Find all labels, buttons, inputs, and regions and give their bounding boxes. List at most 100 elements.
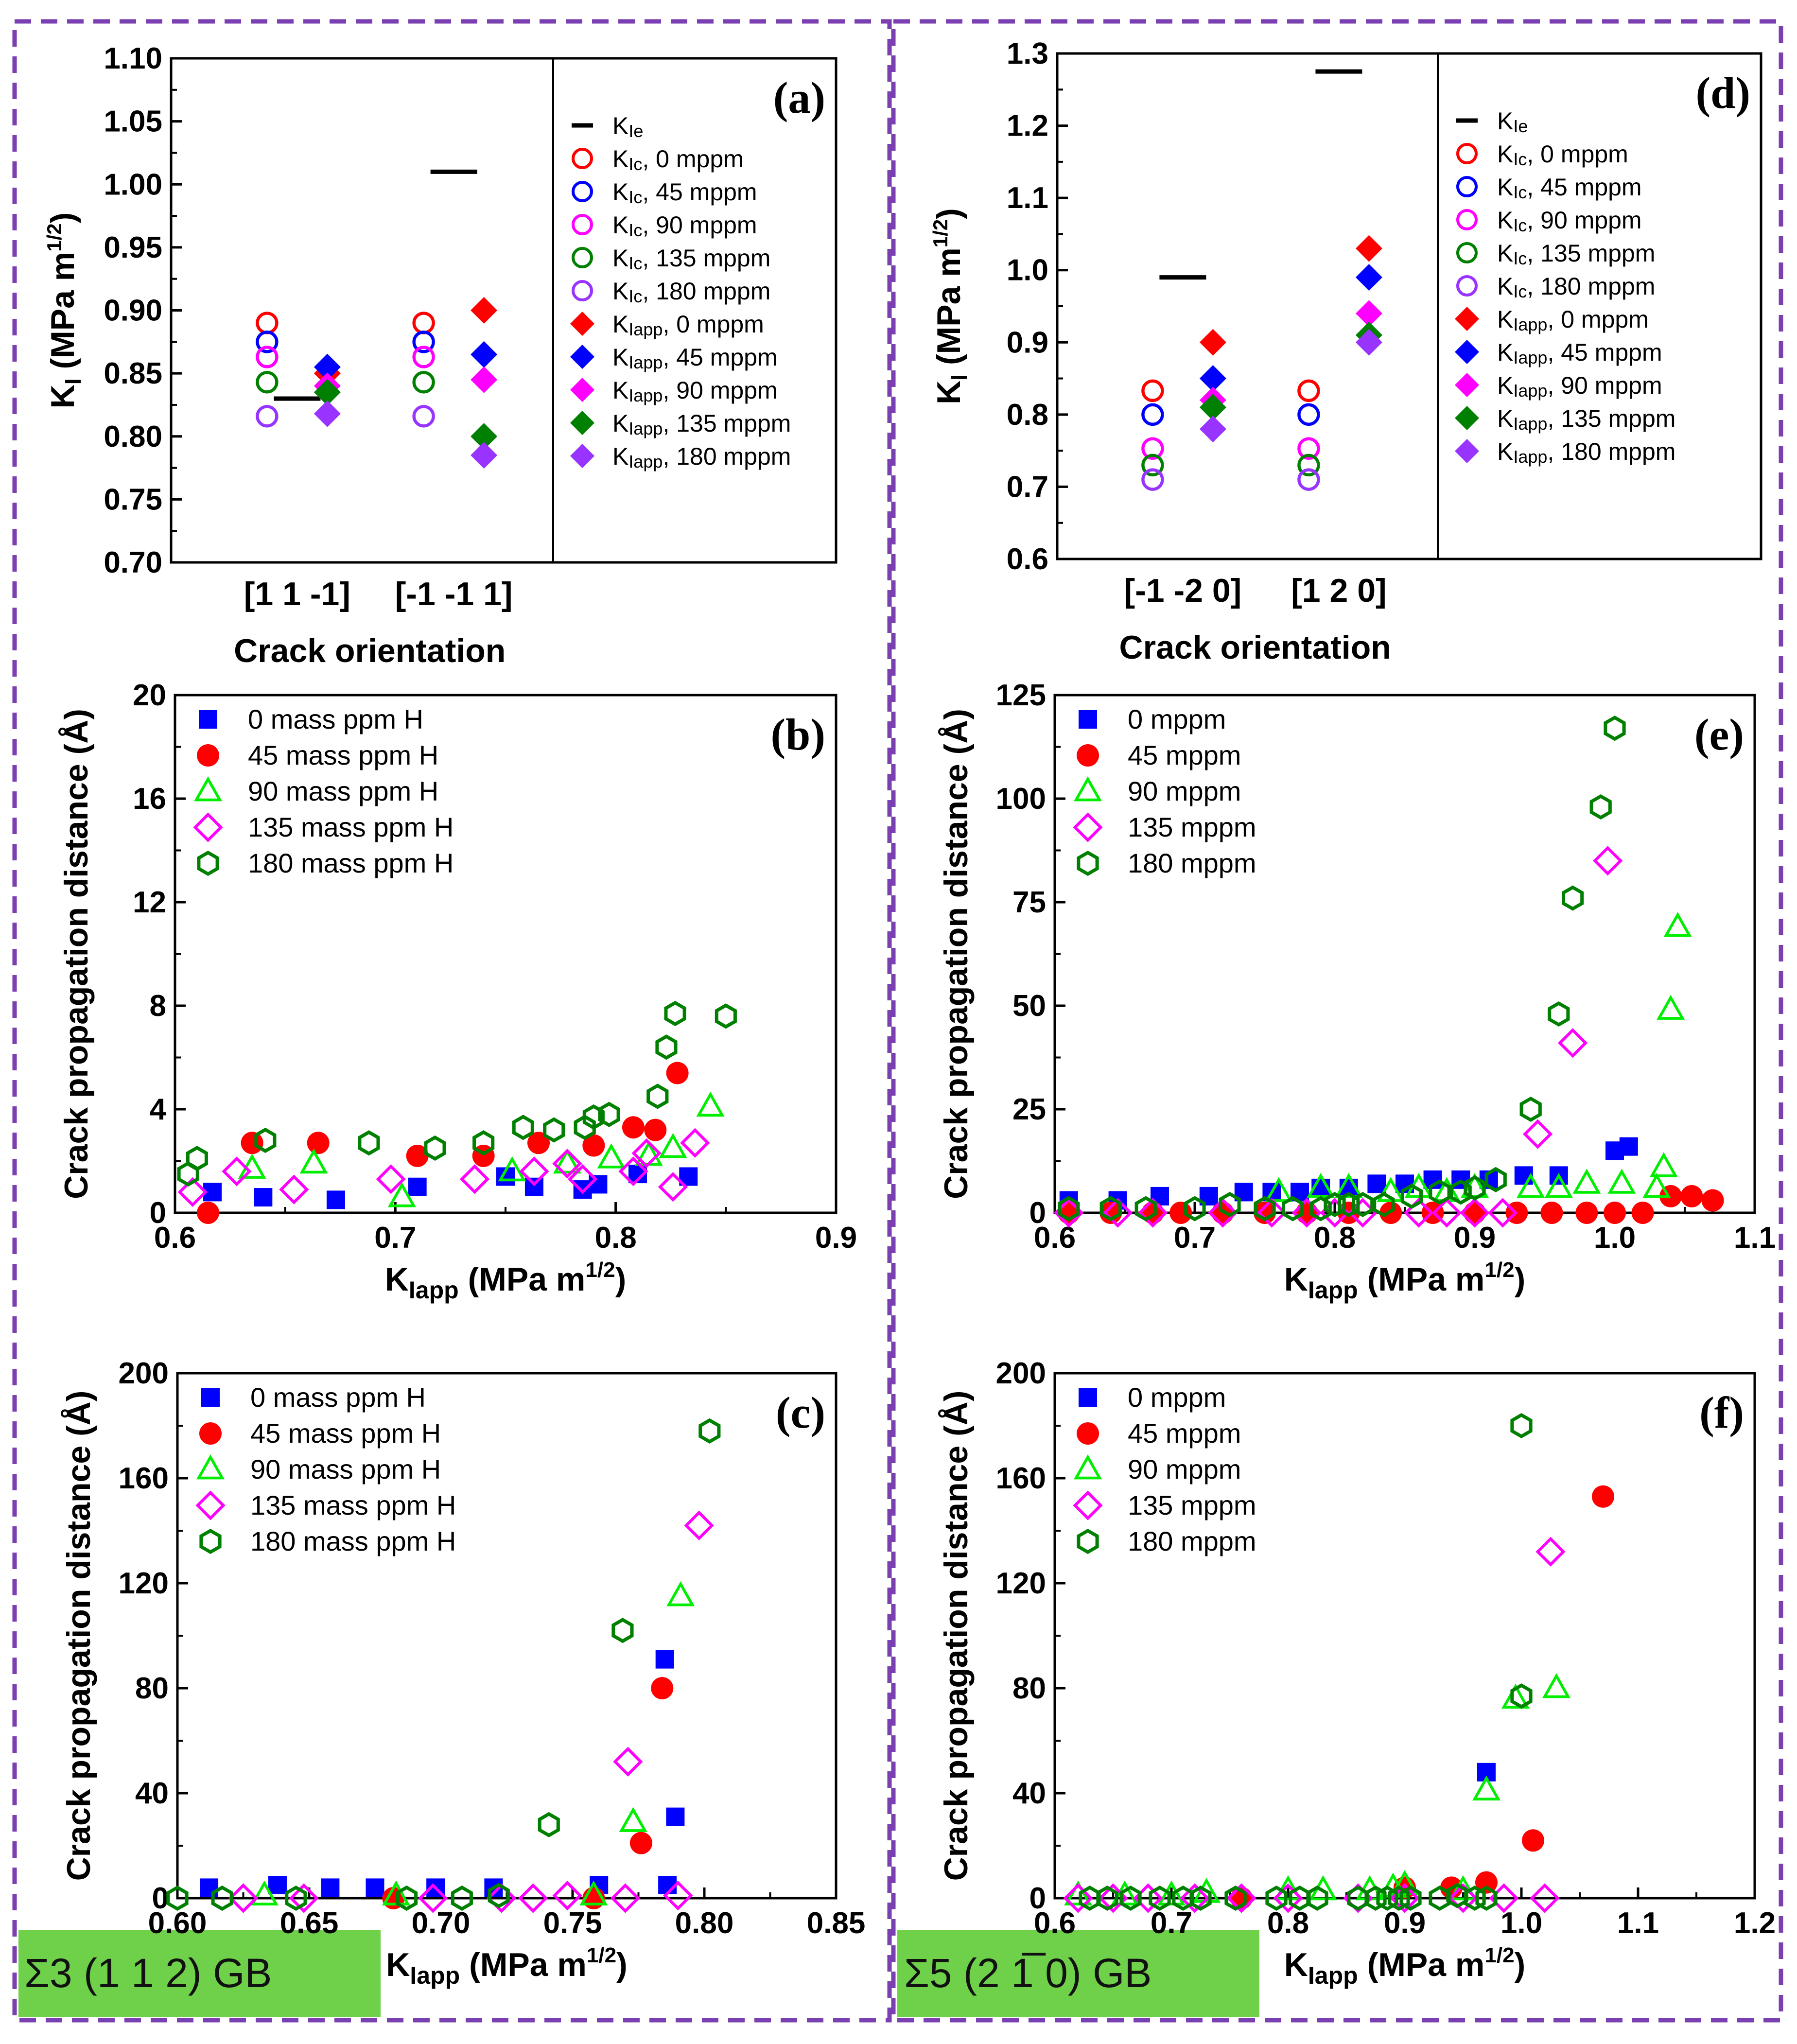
legend-entry: KIe	[612, 112, 643, 141]
y-tick-label: 80	[1012, 1672, 1046, 1705]
y-tick-label: 160	[119, 1462, 169, 1495]
data-point	[321, 1878, 340, 1897]
data-point	[1064, 1880, 1093, 1906]
data-point	[1226, 1883, 1256, 1913]
legend-entry: KIapp, 0 mppm	[612, 311, 764, 339]
data-point	[1544, 1172, 1573, 1198]
legend-marker	[571, 246, 593, 269]
legend-base: K	[1497, 339, 1513, 366]
data-point	[1429, 1179, 1451, 1205]
data-point	[406, 1144, 429, 1167]
x-tick-label: 0.6	[154, 1221, 196, 1255]
y-tick-label: 40	[135, 1777, 169, 1810]
y-tick-label: 0.95	[104, 231, 162, 264]
y-tick-label: 125	[996, 679, 1046, 712]
legend-rest: , 90 mppm	[1527, 207, 1641, 234]
legend-base: K	[1497, 438, 1513, 465]
x-tick-label: 0.6	[1034, 1906, 1076, 1940]
data-point	[680, 1128, 710, 1158]
legend-marker	[570, 444, 594, 468]
legend-rest: , 0 mppm	[642, 145, 743, 173]
category-label: [1 1 -1]	[244, 576, 350, 612]
plot-frame	[1053, 694, 1756, 1214]
y-tick-label: 200	[119, 1357, 169, 1390]
y-tick-label: 20	[133, 679, 166, 712]
data-point	[1169, 1202, 1192, 1224]
data-point	[684, 1510, 714, 1540]
x-tick-label: 1.1	[1734, 1221, 1776, 1255]
legend-sub: Iapp	[628, 452, 663, 472]
y-tick-label: 40	[1012, 1777, 1046, 1810]
data-point	[1475, 1885, 1498, 1911]
data-point	[418, 1883, 448, 1913]
legend-base: K	[1497, 240, 1513, 267]
y-tick-label: 0	[152, 1882, 169, 1915]
data-point	[1376, 1885, 1398, 1911]
data-point	[211, 1885, 233, 1911]
data-point	[651, 1677, 674, 1699]
kiapp-marker	[471, 341, 498, 368]
y-tick-label: 50	[1012, 989, 1046, 1023]
legend-rest: , 180 mppm	[1547, 438, 1675, 465]
legend-label: 0 mass ppm H	[250, 1382, 426, 1413]
x-label-close: )	[616, 1946, 628, 1983]
x-label-close: )	[1515, 1946, 1526, 1983]
data-point	[1446, 1883, 1468, 1908]
legend-base: K	[612, 145, 628, 173]
legend-marker	[199, 710, 217, 729]
section-label-sigma5: Σ5 (2 1̅ 0) GB	[897, 1930, 1259, 2017]
data-point	[1224, 1885, 1247, 1911]
x-label-main: K	[1284, 1261, 1308, 1298]
data-point	[519, 1156, 549, 1187]
y-tick-label: 0.85	[104, 357, 162, 390]
legend-rest: , 135 mppm	[1547, 405, 1675, 432]
legend-sub: Ic	[1513, 248, 1527, 268]
data-point	[408, 1177, 427, 1196]
legend-marker	[199, 1422, 222, 1445]
legend-base: K	[1497, 174, 1513, 201]
y-tick-label: 0.80	[104, 420, 162, 454]
data-point	[598, 1101, 620, 1127]
series-0	[203, 1165, 698, 1209]
legend-marker	[1073, 1454, 1102, 1480]
legend-label: 135 mppm	[1128, 1490, 1256, 1520]
kic-marker	[256, 371, 279, 394]
data-point	[1517, 1172, 1545, 1198]
data-point	[1449, 1179, 1472, 1205]
series-3	[1063, 1537, 1566, 1913]
legend-sub: Ic	[1513, 215, 1527, 235]
data-point	[1207, 1198, 1238, 1228]
legend-entry: KIapp, 0 mppm	[1497, 306, 1649, 334]
y-tick-label: 160	[996, 1462, 1046, 1495]
legend-entry: KIapp, 180 mppm	[1497, 438, 1675, 467]
data-point	[268, 1876, 287, 1894]
y-tick-label: 0	[150, 1196, 166, 1230]
data-point	[659, 1133, 687, 1158]
x-tick-label: 0.7	[374, 1221, 416, 1255]
legend-marker	[1077, 850, 1099, 876]
kic-marker	[256, 312, 279, 334]
kic-marker	[256, 405, 279, 428]
category-label: [1 2 0]	[1291, 572, 1387, 609]
legend-marker	[199, 1528, 222, 1555]
legend-sub: Iapp	[1513, 314, 1547, 334]
kic-marker	[1297, 437, 1320, 460]
legend-rest: , 45 mppm	[1547, 339, 1662, 366]
kiapp-marker	[1355, 235, 1382, 262]
data-point	[1058, 1196, 1080, 1222]
data-point	[1254, 1196, 1276, 1222]
legend-rest: , 180 mppm	[642, 278, 770, 305]
legend-rest: , 45 mppm	[1527, 174, 1641, 201]
data-point	[538, 1812, 560, 1837]
legend-marker	[1079, 710, 1097, 729]
data-point	[552, 1880, 582, 1911]
x-label-sub: Iapp	[409, 1276, 459, 1304]
kiapp-marker	[471, 297, 498, 324]
legend-sub: Iapp	[1513, 447, 1547, 467]
panel-label: (d)	[1696, 68, 1750, 118]
data-point	[1137, 1198, 1168, 1228]
legend-entry: KIapp, 45 mppm	[612, 344, 778, 372]
data-point	[1254, 1202, 1276, 1224]
data-point	[518, 1883, 548, 1913]
legend-rest: , 90 mppm	[663, 377, 777, 404]
